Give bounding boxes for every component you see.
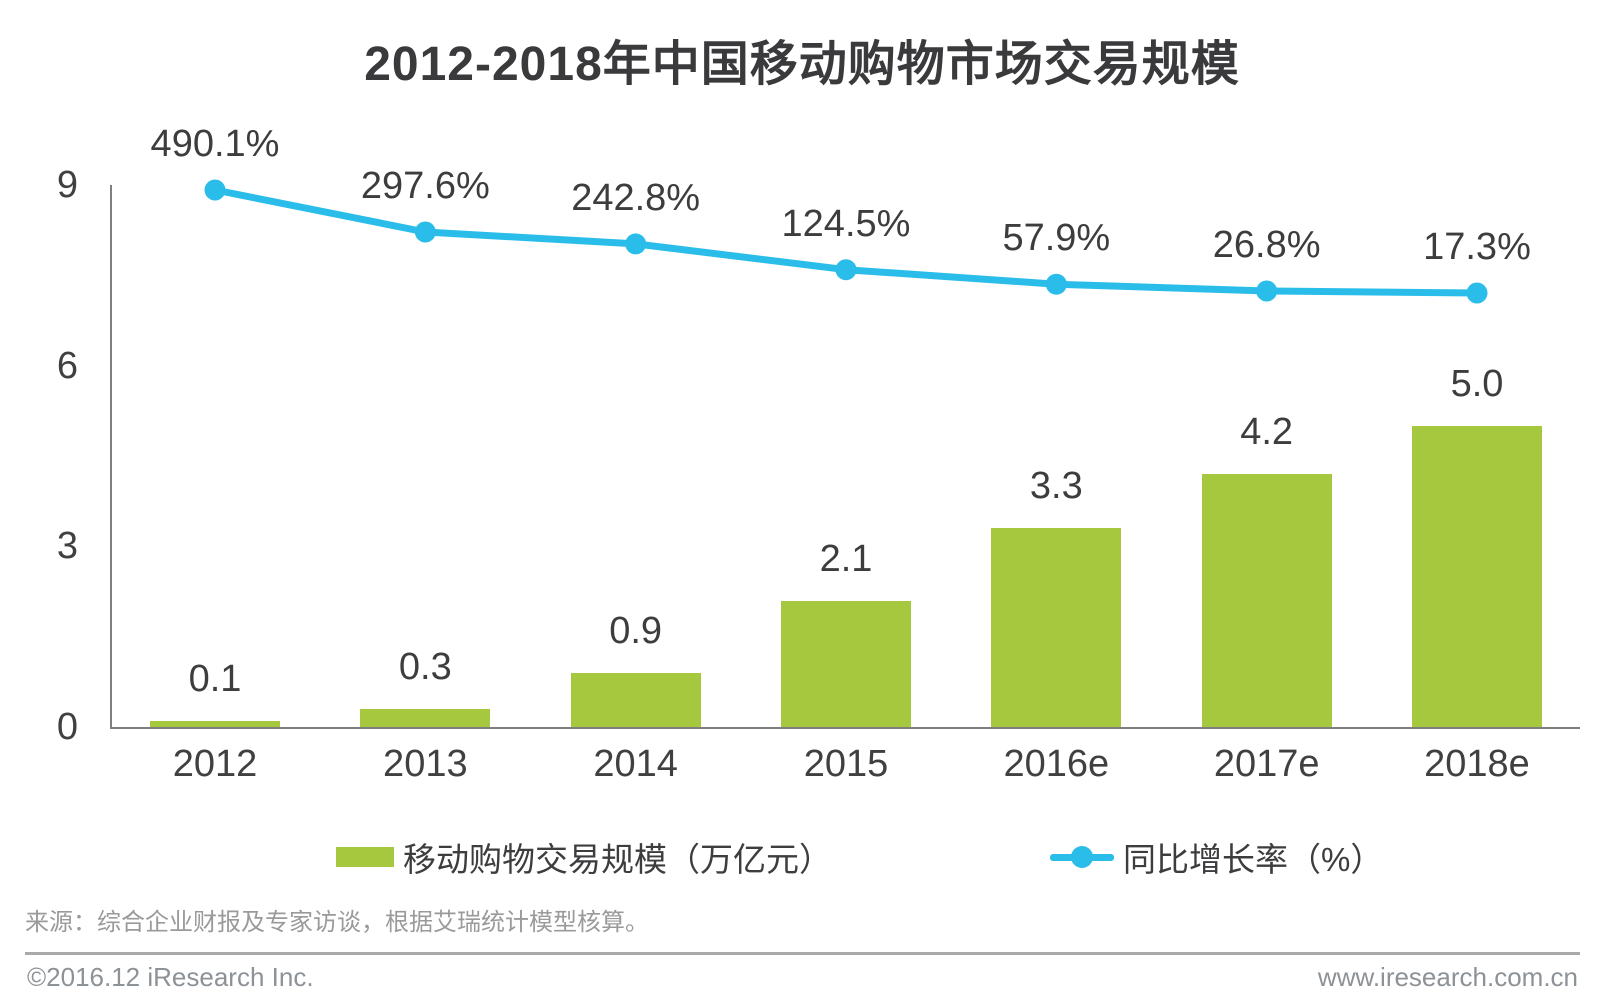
- line-point: [1466, 282, 1488, 304]
- chart-title: 2012-2018年中国移动购物市场交易规模: [364, 38, 1240, 91]
- growth-value-label: 26.8%: [1212, 223, 1321, 266]
- x-tick-label: 2013: [383, 743, 468, 785]
- growth-value-label: 124.5%: [781, 202, 911, 245]
- copyright-text: ©2016.12 iResearch Inc.: [27, 962, 314, 992]
- x-tick-label: 2012: [172, 743, 258, 785]
- bar-2018e: [1411, 425, 1542, 727]
- bar-value-label: 0.3: [398, 645, 452, 688]
- legend-line-swatch-icon: [1050, 846, 1114, 868]
- line-point: [1256, 280, 1278, 302]
- bar-2017e: [1201, 474, 1332, 727]
- y-tick-label: 9: [56, 164, 78, 206]
- growth-value-label: 242.8%: [571, 176, 701, 219]
- source-note: 来源：综合企业财报及专家访谈，根据艾瑞统计模型核算。: [25, 909, 649, 936]
- growth-value-label: 297.6%: [360, 164, 490, 207]
- legend-item-line: 同比增长率（%）: [1050, 838, 1383, 878]
- bar-value-label: 2.1: [819, 537, 873, 580]
- x-axis-line: [110, 727, 1580, 729]
- x-tick-label: 2015: [803, 743, 889, 785]
- x-tick-label: 2018e: [1424, 743, 1530, 785]
- y-tick-label: 3: [56, 525, 78, 568]
- x-tick-label: 2017e: [1213, 743, 1320, 785]
- growth-value-label: 490.1%: [150, 123, 280, 165]
- line-point: [1045, 273, 1067, 295]
- y-tick-label: 0: [56, 706, 78, 748]
- x-tick-label: 2016e: [1003, 743, 1110, 785]
- bar-2016e: [991, 528, 1122, 727]
- footer-divider: [25, 952, 1580, 955]
- line-point: [835, 259, 857, 281]
- growth-value-label: 57.9%: [1002, 217, 1111, 260]
- bar-2013: [360, 708, 491, 727]
- y-axis-line: [110, 185, 112, 727]
- y-tick-label: 6: [56, 344, 78, 387]
- bar-2014: [570, 672, 701, 727]
- legend-line-dot-icon: [1071, 846, 1093, 868]
- x-tick-label: 2014: [593, 743, 678, 785]
- bar-2012: [150, 720, 280, 727]
- website-url: www.iresearch.com.cn: [1317, 962, 1578, 992]
- legend-item-bar: 移动购物交易规模（万亿元）: [336, 838, 832, 878]
- line-point: [414, 221, 436, 243]
- growth-value-label: 17.3%: [1423, 226, 1531, 269]
- bar-value-label: 3.3: [1029, 465, 1083, 508]
- bar-value-label: 0.1: [188, 657, 242, 700]
- legend-line-label: 同比增长率（%）: [1123, 841, 1384, 878]
- bar-2015: [780, 600, 911, 727]
- legend-bar-label: 移动购物交易规模（万亿元）: [403, 841, 832, 878]
- bar-value-label: 5.0: [1450, 362, 1504, 405]
- line-point: [625, 233, 647, 255]
- bar-value-label: 0.9: [609, 609, 663, 652]
- line-point: [204, 179, 226, 201]
- bar-value-label: 4.2: [1240, 411, 1294, 454]
- legend-bar-swatch-icon: [336, 847, 394, 867]
